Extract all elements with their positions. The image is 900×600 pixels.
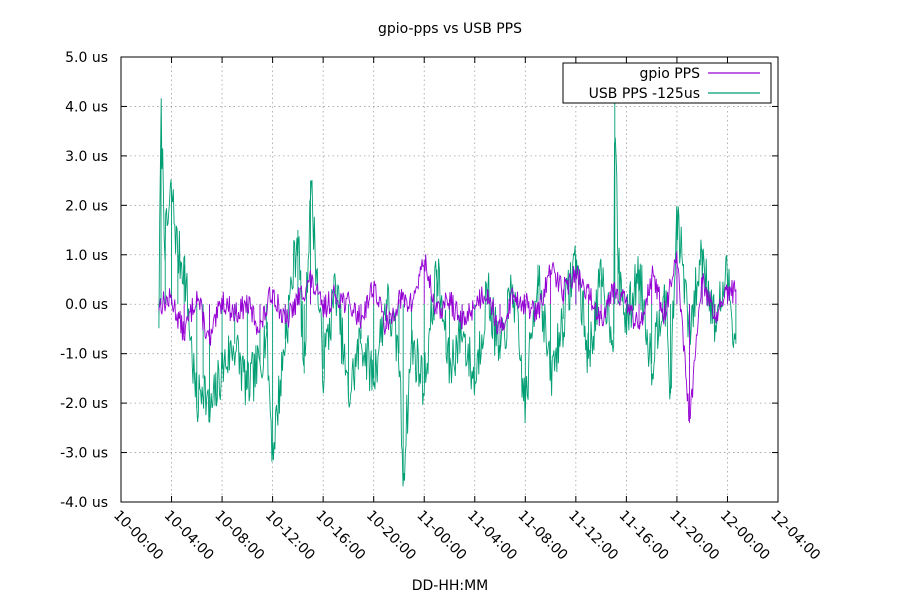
y-tick-label: 0.0 us (65, 297, 108, 313)
y-tick-label: 3.0 us (65, 149, 108, 165)
legend-label-gpio: gpio PPS (640, 66, 701, 82)
legend-label-usb: USB PPS -125us (589, 86, 700, 102)
chart-title: gpio-pps vs USB PPS (378, 21, 522, 37)
plot-frame (120, 56, 779, 503)
y-tick-label: 1.0 us (65, 248, 108, 264)
series-1-line (158, 98, 737, 487)
y-tick-label: 2.0 us (65, 198, 108, 214)
y-tick-label: -3.0 us (60, 446, 108, 462)
x-axis-label: DD-HH:MM (412, 578, 489, 594)
series-0-line (158, 251, 736, 422)
y-tick-label: -1.0 us (60, 347, 108, 363)
y-tick-label: -4.0 us (60, 495, 108, 511)
y-tick-label: 4.0 us (65, 99, 108, 115)
legend-box (562, 62, 772, 104)
y-tick-label: -2.0 us (60, 396, 108, 412)
plot-series (158, 96, 737, 487)
y-axis: 5.0 us 4.0 us 3.0 us 2.0 us 1.0 us 0.0 us -1.0… (60, 50, 778, 511)
y-tick-label: 5.0 us (65, 50, 108, 66)
legend: gpio PPS USB PPS -125us (562, 62, 772, 104)
